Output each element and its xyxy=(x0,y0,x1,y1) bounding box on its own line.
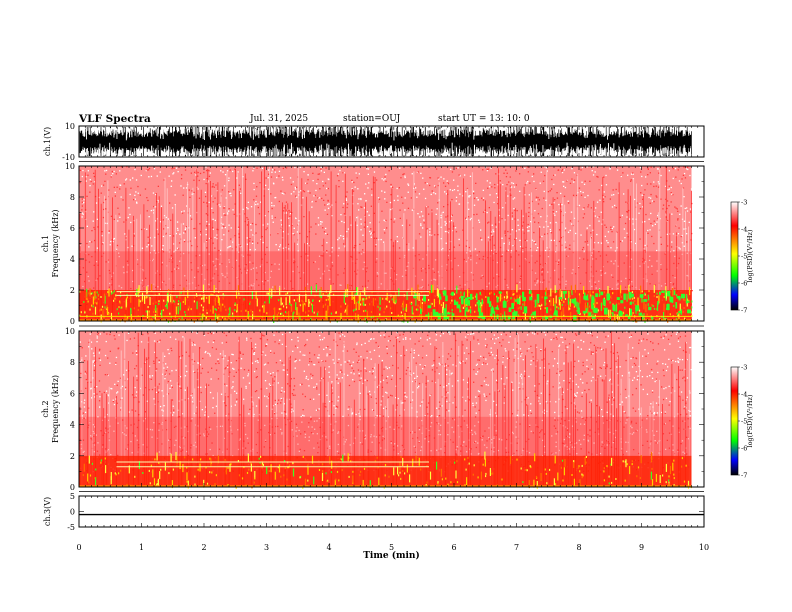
colorbar-label: log(PSD)(V²/Hz) xyxy=(746,229,754,282)
colorbar-label: log(PSD)(V²/Hz) xyxy=(746,394,754,447)
ch1-waveform-path xyxy=(79,127,692,156)
y-tick-label: 6 xyxy=(70,224,75,233)
x-tick-label: 0 xyxy=(76,543,81,552)
x-tick-label: 8 xyxy=(576,543,581,552)
x-tick-label: 7 xyxy=(514,543,519,552)
colorbar-tick-label: -7 xyxy=(741,472,747,480)
y-tick-label: 8 xyxy=(70,358,75,367)
x-axis-label: Time (min) xyxy=(363,550,420,561)
y-tick-label: 2 xyxy=(70,286,75,295)
y-tick-label: 6 xyxy=(70,389,75,398)
ch1-voltage-axis-label: ch.1(V) xyxy=(43,127,52,156)
y-tick-label: 10 xyxy=(65,327,75,336)
y-tick-label: 4 xyxy=(70,255,75,264)
y-tick-label: 0 xyxy=(70,317,75,326)
colorbar-tick-label: -4 xyxy=(741,391,747,399)
x-tick-label: 1 xyxy=(139,543,144,552)
colorbar-2 xyxy=(730,366,739,476)
ch1-waveform-trace xyxy=(79,127,692,156)
y-tick-label: 10 xyxy=(65,122,75,131)
colorbar-tick-label: -7 xyxy=(741,307,747,315)
start-time-label: start UT = 13: 10: 0 xyxy=(438,114,530,124)
frequency-axis-label: Frequency (kHz) xyxy=(51,375,60,443)
date-label: Jul. 31, 2025 xyxy=(250,114,309,124)
x-tick-label: 10 xyxy=(699,543,709,552)
x-tick-label: 4 xyxy=(326,543,331,552)
frequency-axis-label: Frequency (kHz) xyxy=(51,209,60,277)
colorbar-tick-label: -6 xyxy=(741,445,747,453)
ch1-axis-label: ch.1 xyxy=(41,235,50,252)
colorbar-1 xyxy=(730,201,739,311)
y-tick-label: 0 xyxy=(70,508,75,517)
colorbar-tick-label: -4 xyxy=(741,226,747,234)
x-tick-label: 6 xyxy=(451,543,456,552)
colorbar-tick-label: -5 xyxy=(741,253,747,261)
y-tick-label: 5 xyxy=(70,492,75,501)
colorbar-tick-label: -6 xyxy=(741,280,747,288)
x-tick-label: 9 xyxy=(639,543,644,552)
y-tick-label: 2 xyxy=(70,452,75,461)
y-tick-label: 4 xyxy=(70,421,75,430)
ch1-waveform-gaps xyxy=(82,127,690,156)
station-label: station=OUJ xyxy=(343,114,401,124)
colorbar-tick-label: -3 xyxy=(741,364,747,372)
y-tick-label: 10 xyxy=(65,162,75,171)
ch2-spectrogram-image xyxy=(79,331,692,489)
colorbar-tick-label: -3 xyxy=(741,199,747,207)
ch1-spectrogram-image xyxy=(79,166,693,323)
y-tick-label: 0 xyxy=(70,483,75,492)
chart-title: VLF Spectra xyxy=(79,113,151,125)
ch3-voltage-axis-label: ch.3(V) xyxy=(43,497,52,526)
y-tick-label: -5 xyxy=(67,523,75,532)
y-tick-label: 8 xyxy=(70,193,75,202)
y-tick-label: -10 xyxy=(62,153,75,162)
x-tick-label: 2 xyxy=(201,543,206,552)
colorbar-tick-label: -5 xyxy=(741,418,747,426)
ch2-axis-label: ch.2 xyxy=(41,400,50,417)
panel-frame xyxy=(78,495,705,528)
x-tick-label: 5 xyxy=(389,543,394,552)
x-tick-label: 3 xyxy=(264,543,269,552)
